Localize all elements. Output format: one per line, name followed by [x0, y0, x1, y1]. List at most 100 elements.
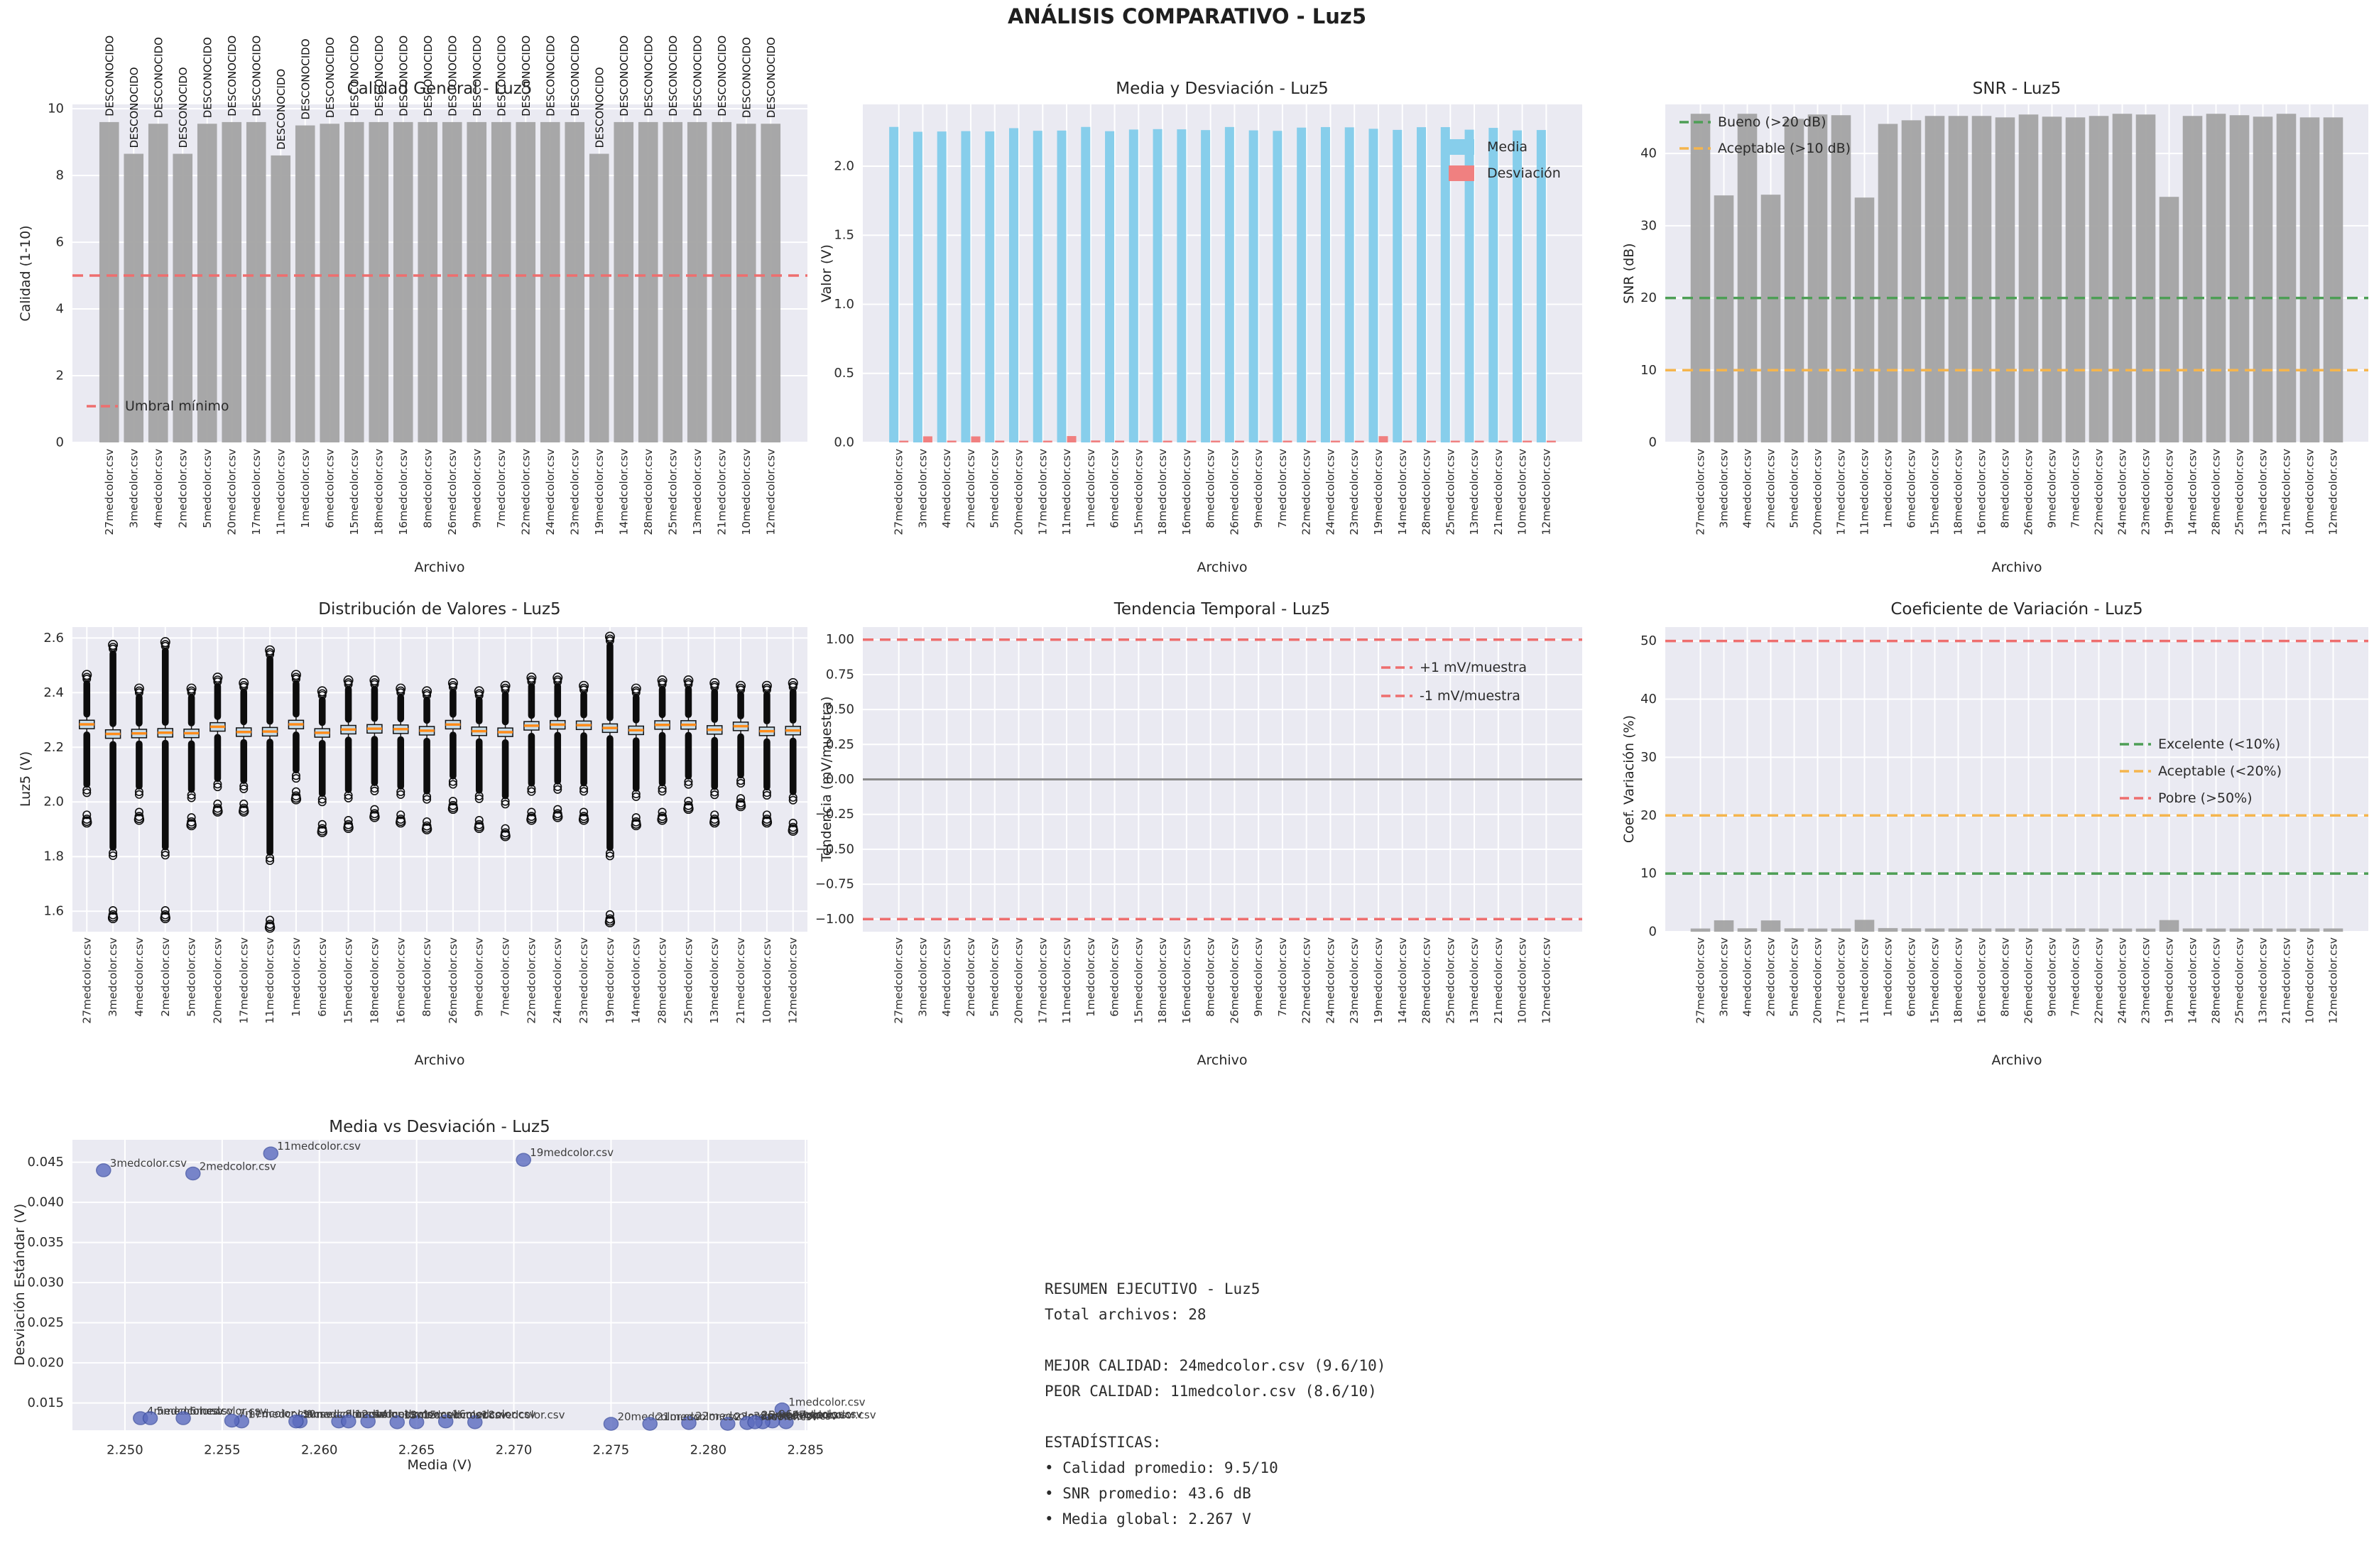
- svg-text:28medcolor.csv: 28medcolor.csv: [2210, 449, 2223, 535]
- svg-text:9medcolor.csv: 9medcolor.csv: [1252, 937, 1265, 1017]
- svg-text:7medcolor.csv: 7medcolor.csv: [495, 449, 508, 528]
- title-snr: SNR - Luz5: [1972, 80, 2062, 98]
- svg-text:30: 30: [1640, 750, 1657, 765]
- svg-text:2medcolor.csv: 2medcolor.csv: [1765, 449, 1777, 528]
- svg-text:15medcolor.csv: 15medcolor.csv: [348, 449, 361, 535]
- svg-text:16medcolor.csv: 16medcolor.csv: [1976, 937, 1988, 1024]
- svg-text:12medcolor.csv: 12medcolor.csv: [1540, 937, 1552, 1024]
- svg-text:17medcolor.csv: 17medcolor.csv: [1036, 937, 1049, 1024]
- svg-text:40: 40: [1640, 146, 1657, 161]
- svg-text:16medcolor.csv: 16medcolor.csv: [1180, 449, 1193, 535]
- svg-text:Bueno (>20 dB): Bueno (>20 dB): [1718, 114, 1826, 130]
- svg-text:13medcolor.csv: 13medcolor.csv: [2257, 449, 2270, 535]
- svg-text:1.00: 1.00: [826, 632, 854, 647]
- svg-text:1.6: 1.6: [43, 904, 64, 919]
- svg-text:18medcolor.csv: 18medcolor.csv: [1156, 449, 1169, 535]
- svg-text:1.0: 1.0: [834, 297, 854, 312]
- svg-text:10medcolor.csv: 10medcolor.csv: [1516, 937, 1529, 1024]
- svg-text:20medcolor.csv: 20medcolor.csv: [1812, 937, 1824, 1024]
- svg-text:23medcolor.csv: 23medcolor.csv: [568, 449, 581, 535]
- svg-text:22medcolor.csv: 22medcolor.csv: [525, 937, 538, 1024]
- svg-text:DESCONOCIDO: DESCONOCIDO: [471, 36, 484, 116]
- svg-text:5medcolor.csv: 5medcolor.csv: [157, 1405, 234, 1417]
- svg-text:−0.75: −0.75: [815, 877, 854, 892]
- title-scatter: Media vs Desviación - Luz5: [329, 1118, 550, 1136]
- svg-text:1medcolor.csv: 1medcolor.csv: [1882, 449, 1895, 528]
- svg-text:6medcolor.csv: 6medcolor.csv: [1905, 937, 1918, 1017]
- svg-text:9medcolor.csv: 9medcolor.csv: [473, 937, 486, 1017]
- svg-text:25medcolor.csv: 25medcolor.csv: [1444, 937, 1456, 1024]
- svg-text:9medcolor.csv: 9medcolor.csv: [1252, 449, 1265, 528]
- svg-text:24medcolor.csv: 24medcolor.csv: [544, 449, 557, 535]
- svg-text:3medcolor.csv: 3medcolor.csv: [916, 449, 929, 528]
- svg-text:DESCONOCIDO: DESCONOCIDO: [643, 36, 655, 116]
- svg-text:14medcolor.csv: 14medcolor.csv: [2187, 937, 2199, 1024]
- svg-text:Desviación: Desviación: [1487, 165, 1561, 181]
- svg-text:10medcolor.csv: 10medcolor.csv: [740, 449, 753, 535]
- svg-text:1medcolor.csv: 1medcolor.csv: [1882, 937, 1895, 1017]
- svg-text:21medcolor.csv: 21medcolor.csv: [715, 449, 728, 535]
- svg-text:25medcolor.csv: 25medcolor.csv: [2233, 937, 2246, 1024]
- svg-text:DESCONOCIDO: DESCONOCIDO: [104, 36, 116, 116]
- svg-text:8medcolor.csv: 8medcolor.csv: [421, 449, 434, 528]
- svg-text:2.270: 2.270: [496, 1443, 533, 1458]
- svg-text:18medcolor.csv: 18medcolor.csv: [1952, 937, 1965, 1024]
- svg-text:1medcolor.csv: 1medcolor.csv: [788, 1396, 865, 1409]
- svg-text:26medcolor.csv: 26medcolor.csv: [2022, 449, 2035, 535]
- svg-text:DESCONOCIDO: DESCONOCIDO: [692, 36, 704, 116]
- svg-text:5medcolor.csv: 5medcolor.csv: [989, 449, 1001, 528]
- svg-text:2.2: 2.2: [43, 740, 64, 755]
- svg-text:18medcolor.csv: 18medcolor.csv: [1156, 937, 1169, 1024]
- svg-text:14medcolor.csv: 14medcolor.csv: [2187, 449, 2199, 535]
- svg-text:2.285: 2.285: [787, 1443, 824, 1458]
- svg-text:23medcolor.csv: 23medcolor.csv: [1348, 449, 1361, 535]
- svg-text:22medcolor.csv: 22medcolor.csv: [1300, 937, 1313, 1024]
- svg-text:28medcolor.csv: 28medcolor.csv: [1420, 449, 1433, 535]
- svg-text:0: 0: [56, 435, 64, 450]
- svg-text:1medcolor.csv: 1medcolor.csv: [1084, 937, 1097, 1017]
- svg-text:23medcolor.csv: 23medcolor.csv: [2140, 937, 2152, 1024]
- ylabel-media: Valor (V): [819, 244, 834, 303]
- svg-text:2medcolor.csv: 2medcolor.csv: [964, 449, 977, 528]
- svg-text:16medcolor.csv: 16medcolor.csv: [1180, 937, 1193, 1024]
- svg-text:DESCONOCIDO: DESCONOCIDO: [202, 37, 214, 118]
- svg-text:15medcolor.csv: 15medcolor.csv: [1132, 937, 1145, 1024]
- svg-text:Media: Media: [1487, 139, 1528, 155]
- svg-text:26medcolor.csv: 26medcolor.csv: [447, 937, 459, 1024]
- svg-text:4medcolor.csv: 4medcolor.csv: [940, 937, 953, 1017]
- svg-text:DESCONOCIDO: DESCONOCIDO: [422, 36, 435, 116]
- svg-text:16medcolor.csv: 16medcolor.csv: [397, 449, 410, 535]
- svg-text:−0.25: −0.25: [815, 807, 854, 822]
- svg-text:7medcolor.csv: 7medcolor.csv: [2069, 937, 2082, 1017]
- svg-text:Excelente (<10%): Excelente (<10%): [2158, 736, 2280, 752]
- svg-text:4medcolor.csv: 4medcolor.csv: [940, 449, 953, 528]
- svg-text:11medcolor.csv: 11medcolor.csv: [1060, 937, 1073, 1024]
- svg-text:26medcolor.csv: 26medcolor.csv: [446, 449, 459, 535]
- svg-text:20medcolor.csv: 20medcolor.csv: [1012, 937, 1025, 1024]
- svg-text:0.50: 0.50: [826, 702, 854, 717]
- svg-text:6medcolor.csv: 6medcolor.csv: [323, 449, 336, 528]
- svg-text:25medcolor.csv: 25medcolor.csv: [682, 937, 695, 1024]
- svg-text:DESCONOCIDO: DESCONOCIDO: [667, 36, 680, 116]
- svg-text:13medcolor.csv: 13medcolor.csv: [1468, 449, 1481, 535]
- xlabel-media: Archivo: [1197, 560, 1248, 575]
- svg-text:28medcolor.csv: 28medcolor.csv: [1420, 937, 1433, 1024]
- svg-text:5medcolor.csv: 5medcolor.csv: [1788, 937, 1801, 1017]
- svg-text:19medcolor.csv: 19medcolor.csv: [1372, 449, 1385, 535]
- svg-text:20: 20: [1640, 290, 1657, 305]
- svg-text:14medcolor.csv: 14medcolor.csv: [1396, 449, 1409, 535]
- svg-text:13medcolor.csv: 13medcolor.csv: [708, 937, 721, 1024]
- ylabel-snr: SNR (dB): [1621, 243, 1637, 304]
- ylabel-dist: Luz5 (V): [18, 751, 33, 807]
- svg-text:0.035: 0.035: [27, 1235, 64, 1250]
- svg-text:17medcolor.csv: 17medcolor.csv: [250, 449, 263, 535]
- svg-text:26medcolor.csv: 26medcolor.csv: [1228, 937, 1241, 1024]
- svg-text:9medcolor.csv: 9medcolor.csv: [2046, 937, 2059, 1017]
- svg-text:7medcolor.csv: 7medcolor.csv: [2069, 449, 2082, 528]
- svg-text:3medcolor.csv: 3medcolor.csv: [107, 937, 119, 1017]
- svg-text:0.020: 0.020: [27, 1356, 64, 1371]
- svg-text:4medcolor.csv: 4medcolor.csv: [147, 1405, 224, 1417]
- svg-text:14medcolor.csv: 14medcolor.csv: [630, 937, 643, 1024]
- svg-text:12medcolor.csv: 12medcolor.csv: [2327, 937, 2340, 1024]
- svg-text:27medcolor.csv: 27medcolor.csv: [1694, 937, 1707, 1024]
